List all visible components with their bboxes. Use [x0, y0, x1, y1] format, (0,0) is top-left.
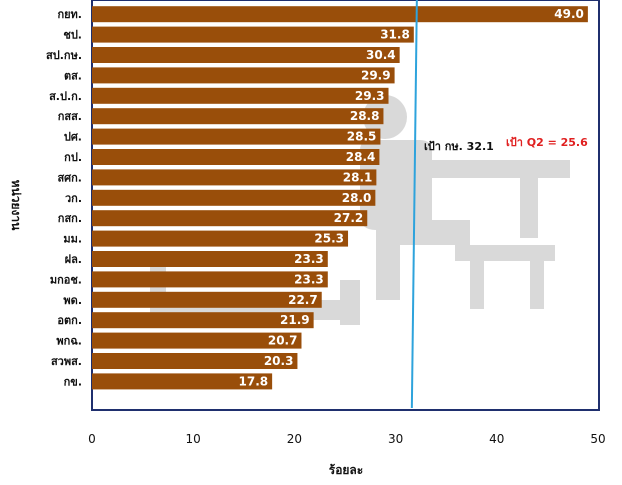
bar-15 — [92, 312, 314, 329]
data-label: 27.2 — [334, 211, 364, 225]
data-label: 17.8 — [239, 374, 269, 388]
bar-8 — [92, 169, 377, 186]
data-label: 21.9 — [280, 313, 310, 327]
bar-17 — [92, 353, 298, 369]
category-label: กยท. — [57, 8, 82, 21]
category-labels: กยท. ชป. สป.กษ. ตส. ส.ป.ก. กสส. ปศ. กป. สศก. วก. ก… — [46, 8, 82, 388]
bar-6 — [92, 128, 381, 145]
x-axis-ticks: 0 10 20 30 40 50 — [88, 432, 605, 446]
data-labels: 49.0 31.8 30.4 29.9 29.3 28.8 28.5 28.4 28.1 28.0… — [239, 7, 584, 388]
data-label: 28.8 — [350, 109, 380, 123]
data-label: 25.3 — [314, 232, 344, 246]
data-label: 28.1 — [343, 170, 373, 184]
category-label: กสส. — [58, 110, 82, 123]
category-label: มกอช. — [50, 273, 82, 286]
category-label: กป. — [64, 151, 82, 164]
category-label: สวพส. — [51, 355, 82, 368]
data-label: 23.3 — [294, 272, 324, 286]
target-line — [410, 0, 418, 409]
category-label: ชป. — [63, 29, 82, 42]
x-tick-label: 30 — [388, 432, 403, 446]
bar-7 — [92, 149, 380, 165]
data-label: 22.7 — [288, 293, 318, 307]
x-axis-title: ร้อยละ — [329, 463, 363, 477]
bar-4 — [92, 87, 389, 104]
data-label: 28.4 — [346, 150, 376, 164]
bar-12 — [92, 251, 328, 267]
category-label: วก. — [65, 192, 82, 205]
category-label: กข. — [64, 375, 82, 388]
x-tick-label: 10 — [186, 432, 201, 446]
bars-group — [92, 6, 588, 390]
data-label: 20.3 — [264, 354, 294, 368]
bar-13 — [92, 271, 328, 288]
bar-2 — [92, 47, 400, 63]
q2-target-annotation: เป้า Q2 = 25.6 — [506, 136, 588, 149]
category-label: พด. — [63, 294, 82, 307]
bar-3 — [92, 67, 395, 84]
category-label: กสก. — [58, 212, 82, 225]
data-label: 29.3 — [355, 89, 385, 103]
category-label: พกฉ. — [56, 335, 82, 348]
category-label: มม. — [63, 233, 82, 246]
category-label: ตส. — [64, 69, 82, 82]
data-label: 28.0 — [342, 191, 372, 205]
x-tick-label: 20 — [287, 432, 302, 446]
category-label: สศก. — [57, 171, 82, 184]
data-label: 49.0 — [554, 7, 584, 21]
x-tick-label: 40 — [489, 432, 504, 446]
data-label: 28.5 — [347, 130, 377, 144]
data-label: 23.3 — [294, 252, 324, 266]
bar-1 — [92, 26, 414, 43]
bar-18 — [92, 373, 273, 390]
bar-0 — [92, 6, 588, 23]
category-label: อตก. — [57, 314, 82, 327]
bar-14 — [92, 291, 322, 308]
data-label: 29.9 — [361, 68, 391, 82]
category-label: สป.กษ. — [46, 49, 82, 62]
target-annotation: เป้า กษ. 32.1 — [424, 140, 494, 153]
x-tick-label: 50 — [590, 432, 605, 446]
bar-10 — [92, 210, 368, 227]
data-label: 30.4 — [366, 48, 396, 62]
x-tick-label: 0 — [88, 432, 96, 446]
data-label: 31.8 — [380, 28, 410, 42]
category-label: ปศ. — [64, 131, 82, 144]
category-label: ส.ป.ก. — [49, 90, 82, 103]
data-label: 20.7 — [268, 334, 298, 348]
bar-11 — [92, 230, 349, 247]
bar-16 — [92, 332, 302, 349]
bar-5 — [92, 108, 384, 125]
bar-9 — [92, 189, 376, 206]
y-axis-title: หน่วยงาน — [9, 180, 23, 231]
category-label: ฝล. — [65, 253, 82, 266]
